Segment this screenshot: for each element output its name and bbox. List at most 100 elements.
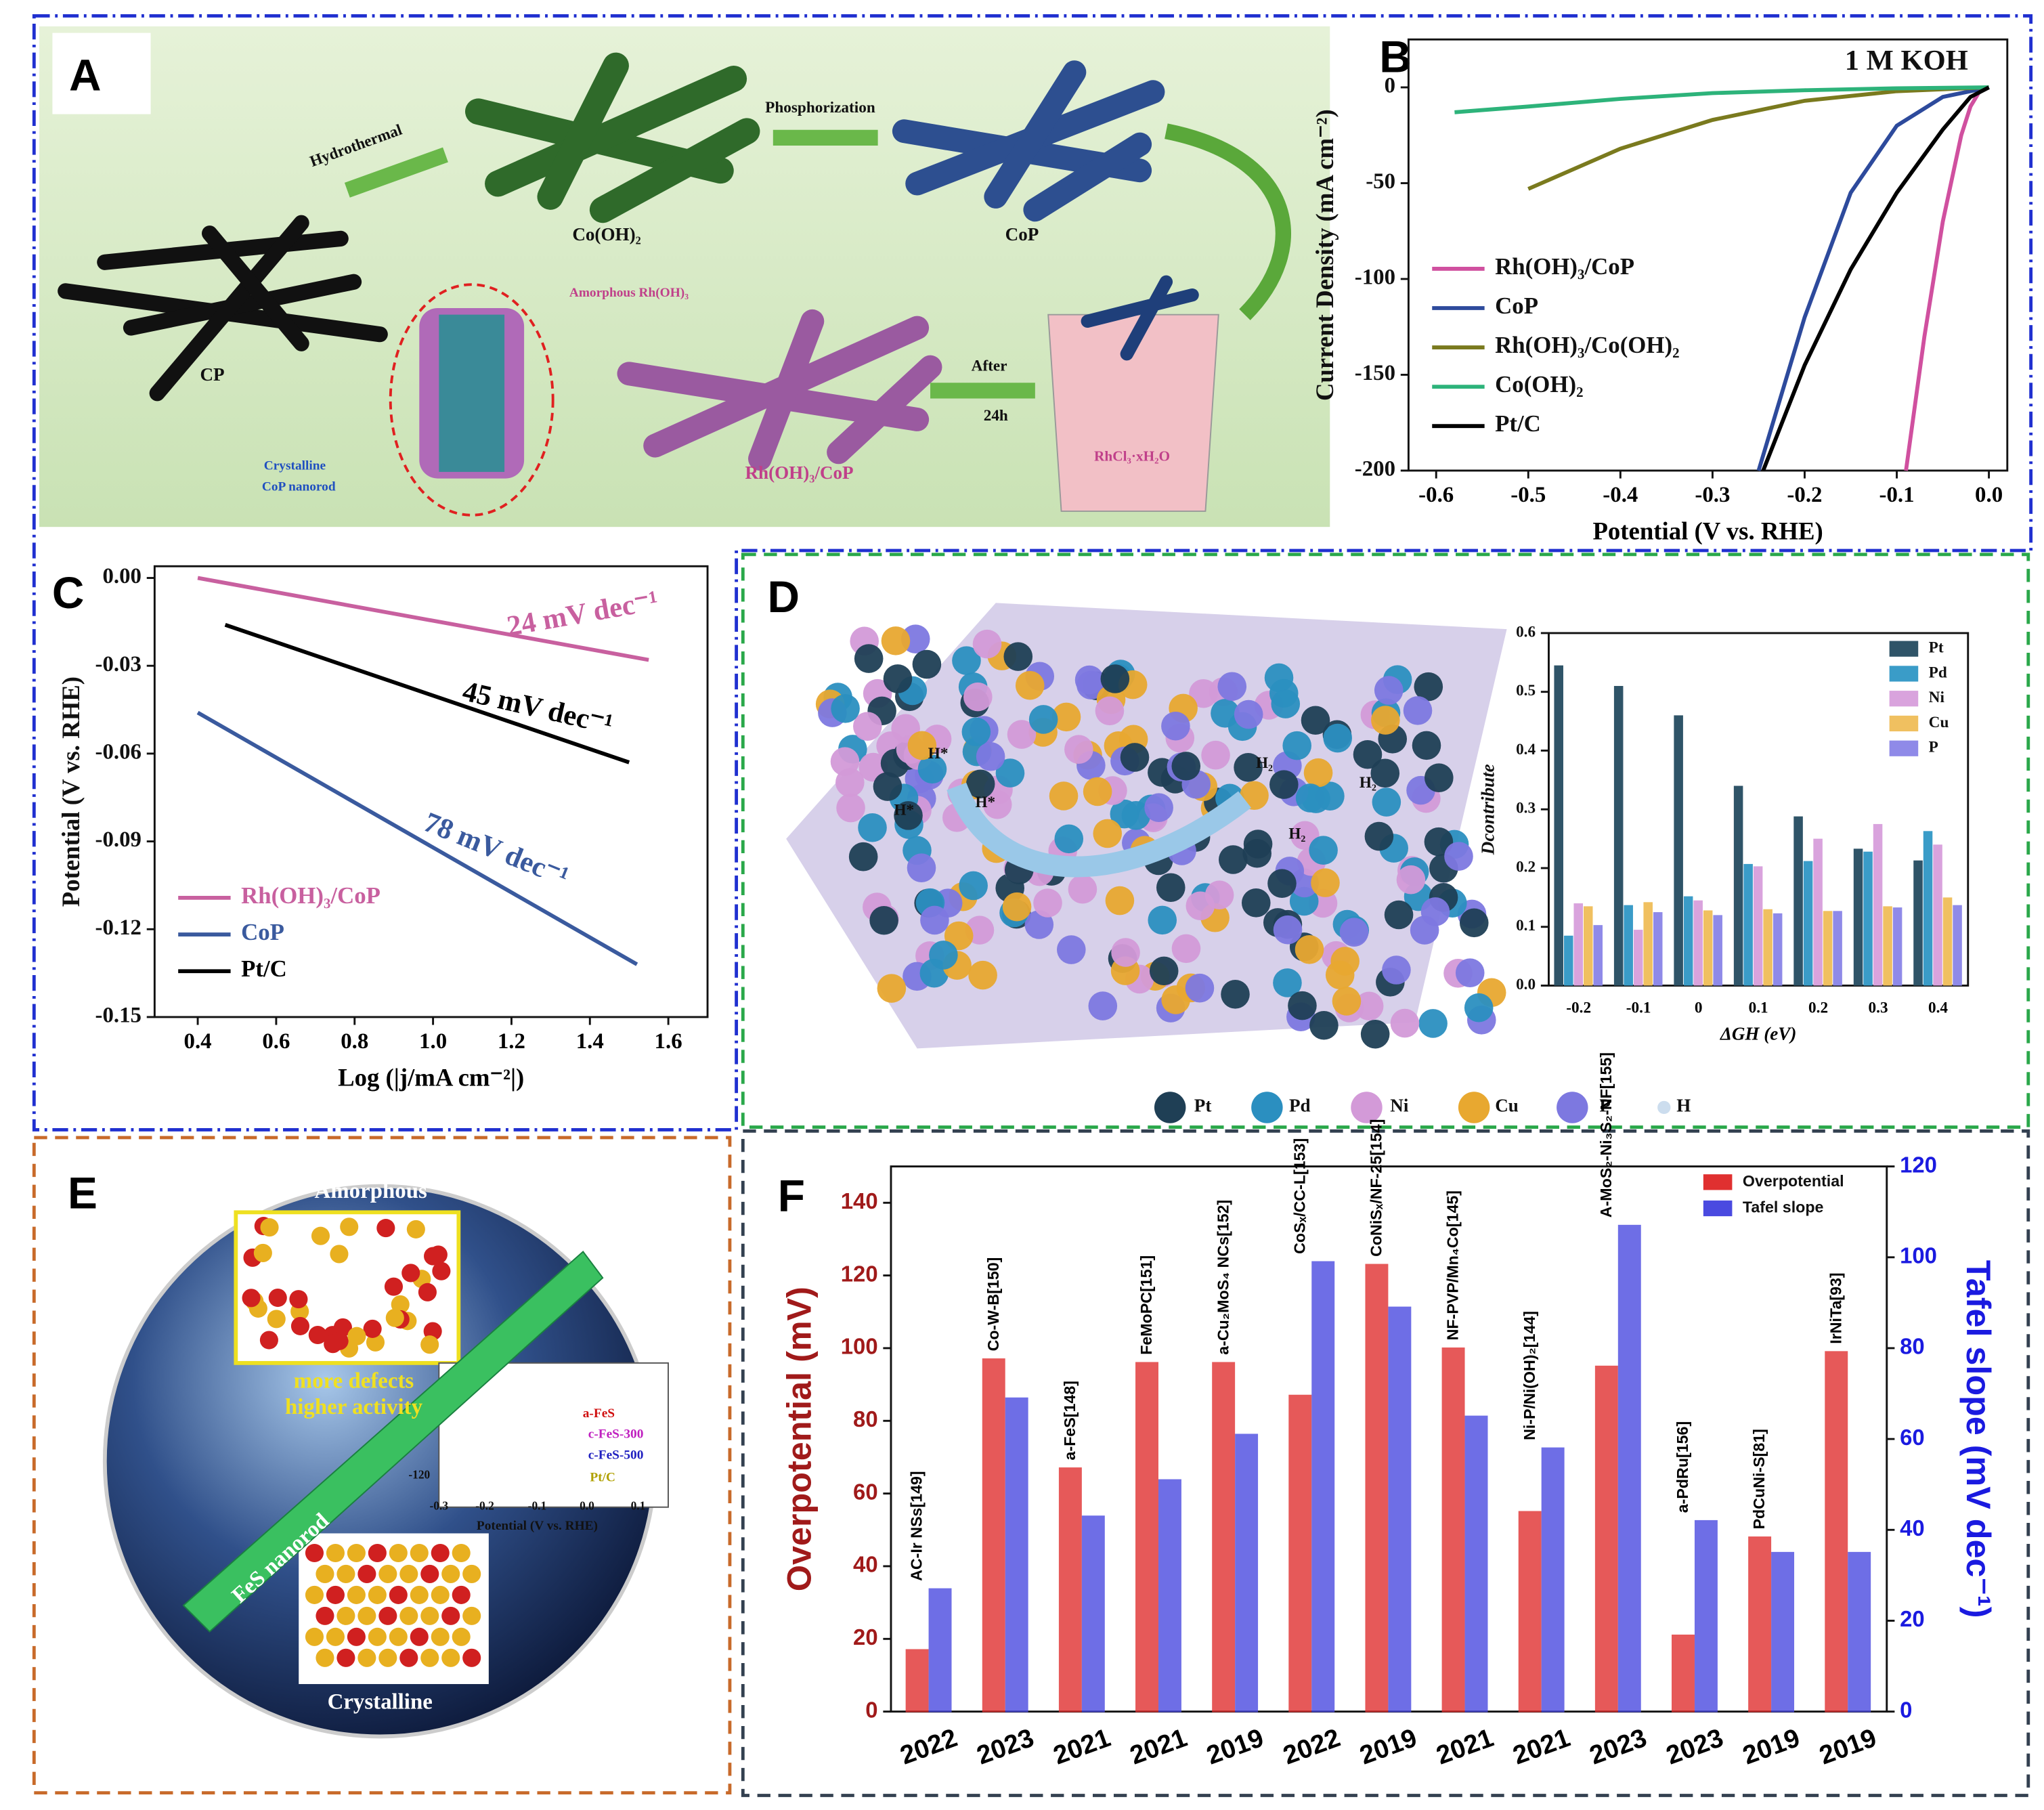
atom <box>326 1585 345 1604</box>
bar <box>1573 903 1583 986</box>
atom <box>835 768 865 797</box>
atom <box>976 741 1005 771</box>
y-tick-label: -0.03 <box>95 652 142 676</box>
atom <box>389 1543 408 1563</box>
atom <box>424 1247 443 1266</box>
y-tick-label: -0.15 <box>95 1004 142 1028</box>
atom <box>336 1564 355 1583</box>
illustration-text: higher activity <box>285 1395 423 1419</box>
x-tick-label: 2021 <box>1509 1723 1574 1771</box>
x-tick-label: 0.6 <box>262 1029 290 1054</box>
annotation: CoNiSₓ/NF-25[154] <box>1368 1119 1385 1257</box>
bar <box>1873 823 1883 986</box>
atom <box>1264 663 1294 693</box>
atom <box>324 1335 343 1354</box>
x-tick-label: 2019 <box>1816 1723 1881 1771</box>
atom <box>972 629 1002 659</box>
illustration-text: 0.0 <box>580 1499 594 1513</box>
atom <box>907 731 937 760</box>
bar <box>1713 915 1722 986</box>
atom <box>376 1219 395 1238</box>
atom <box>378 1564 397 1583</box>
atom <box>410 1627 429 1646</box>
panel-label: E <box>68 1167 97 1218</box>
cop-rods <box>892 60 1165 222</box>
x-tick-label: 2019 <box>1356 1723 1421 1771</box>
line <box>196 710 638 966</box>
atom <box>1444 842 1473 871</box>
atom <box>399 1648 418 1667</box>
illustration-text: CoP nanorod <box>262 480 336 494</box>
atom <box>912 649 942 679</box>
atom <box>1185 973 1215 1003</box>
atom <box>1088 991 1118 1020</box>
cop-core <box>439 314 505 472</box>
bar <box>1748 1536 1772 1712</box>
illustration-text: CoP <box>1005 224 1039 244</box>
atom <box>462 1564 481 1583</box>
x-tick-label: 0 <box>1695 999 1703 1017</box>
x-tick-label: 0.0 <box>1975 483 2003 507</box>
atom <box>401 1264 420 1283</box>
atom <box>1455 958 1485 987</box>
atom <box>384 1277 404 1296</box>
atom <box>1301 706 1330 735</box>
bar <box>1923 831 1933 986</box>
rh-cop-rods <box>617 309 942 471</box>
y-tick-label: 120 <box>841 1261 878 1286</box>
atom <box>854 644 884 673</box>
x-tick-label: -0.2 <box>1787 483 1822 507</box>
atom <box>259 1331 278 1350</box>
x-tick-label: 2022 <box>1280 1723 1345 1771</box>
illustration-text: CP <box>200 364 224 385</box>
y-tick-label: -0.09 <box>95 827 142 852</box>
legend-swatch <box>1703 1174 1733 1190</box>
atom <box>406 1220 425 1238</box>
bar <box>928 1588 952 1712</box>
bar <box>1365 1264 1389 1712</box>
bar <box>1081 1515 1105 1712</box>
atom <box>929 941 958 970</box>
atom <box>242 1289 261 1308</box>
illustration-text: Pt <box>1194 1096 1212 1116</box>
atom <box>1384 900 1414 930</box>
legend-label: Rh(OH)₃/CoP <box>241 882 380 909</box>
atom <box>347 1543 366 1563</box>
legend-label: Rh(OH)₃/Co(OH)₂ <box>1495 332 1679 358</box>
illustration-text: Amorphous Rh(OH)₃ <box>569 286 689 300</box>
annotation: 78 mV dec⁻¹ <box>419 806 573 893</box>
atom <box>894 801 923 830</box>
atom <box>1412 731 1441 760</box>
legend-atom <box>1154 1092 1186 1123</box>
x-axis-label: Potential (V vs. RHE) <box>1592 517 1823 544</box>
bar <box>1913 860 1923 986</box>
atom <box>336 1648 355 1667</box>
plot-frame <box>153 565 709 1018</box>
atom <box>1111 938 1140 967</box>
y-tick-label: -0.06 <box>95 739 142 764</box>
y-tick-label: 0.0 <box>1516 976 1536 993</box>
x-tick-label: 2023 <box>973 1723 1038 1771</box>
legend-label: Pt/C <box>241 955 287 982</box>
line <box>224 622 630 764</box>
dots <box>242 1217 481 1667</box>
y-tick-label: -0.12 <box>95 915 142 940</box>
bar <box>1158 1479 1181 1712</box>
x-tick-label: 0.8 <box>341 1029 368 1054</box>
atom <box>1100 664 1130 693</box>
atom <box>1273 968 1302 997</box>
bar <box>1653 912 1663 986</box>
atom <box>452 1585 471 1604</box>
plot-frame <box>1407 38 2009 472</box>
atom <box>326 1543 345 1563</box>
atom <box>253 1243 272 1262</box>
atom <box>1282 731 1311 760</box>
x-tick-label: -0.5 <box>1510 483 1546 507</box>
atom <box>1156 873 1186 903</box>
annotation: 1 M KOH <box>1845 45 1968 77</box>
atom <box>1288 991 1317 1020</box>
illustration-text: H₂ <box>1288 825 1305 842</box>
atom <box>1221 980 1250 1009</box>
atom <box>378 1648 397 1667</box>
